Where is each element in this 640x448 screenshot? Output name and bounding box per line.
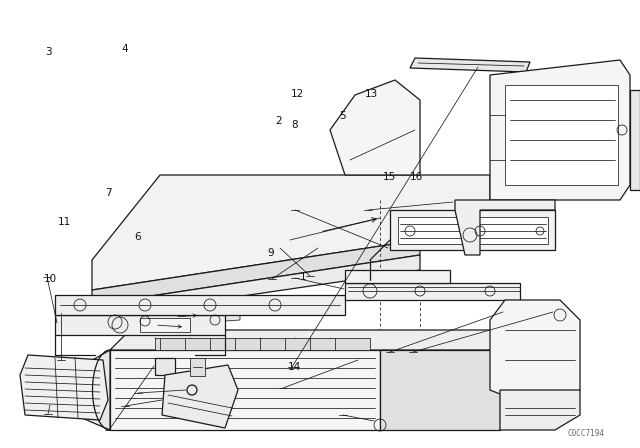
Text: 5: 5 [339,111,346,121]
Polygon shape [55,315,225,335]
Polygon shape [398,217,548,244]
Text: C0CC7194: C0CC7194 [568,429,605,438]
Polygon shape [140,318,190,332]
Polygon shape [92,175,490,290]
Text: 2: 2 [275,116,282,126]
Polygon shape [500,390,580,430]
Polygon shape [92,240,420,305]
Polygon shape [110,350,380,430]
Polygon shape [380,350,500,430]
Text: 16: 16 [410,172,423,182]
Polygon shape [455,200,555,255]
Text: 11: 11 [58,217,71,227]
Polygon shape [155,358,175,375]
Text: 12: 12 [291,89,305,99]
Text: 13: 13 [365,89,378,99]
Polygon shape [155,338,370,350]
Polygon shape [505,85,618,185]
Polygon shape [390,210,555,250]
Text: 4: 4 [122,44,128,54]
Text: 15: 15 [383,172,396,182]
Text: 9: 9 [268,248,274,258]
Text: 10: 10 [44,274,57,284]
Polygon shape [345,270,450,283]
Text: 8: 8 [291,120,298,129]
Polygon shape [20,355,108,420]
Polygon shape [410,58,530,72]
Polygon shape [110,330,500,350]
Text: 6: 6 [134,233,141,242]
Polygon shape [75,350,110,430]
Polygon shape [92,308,240,330]
Polygon shape [190,358,205,376]
Text: 7: 7 [106,188,112,198]
Polygon shape [345,283,520,300]
Text: 3: 3 [45,47,51,56]
Polygon shape [162,365,238,428]
Text: 14: 14 [288,362,301,372]
Polygon shape [490,60,630,200]
Polygon shape [330,80,420,175]
Text: 1: 1 [300,272,306,282]
Polygon shape [490,300,580,410]
Polygon shape [92,255,420,318]
Polygon shape [55,295,345,315]
Polygon shape [630,90,640,190]
